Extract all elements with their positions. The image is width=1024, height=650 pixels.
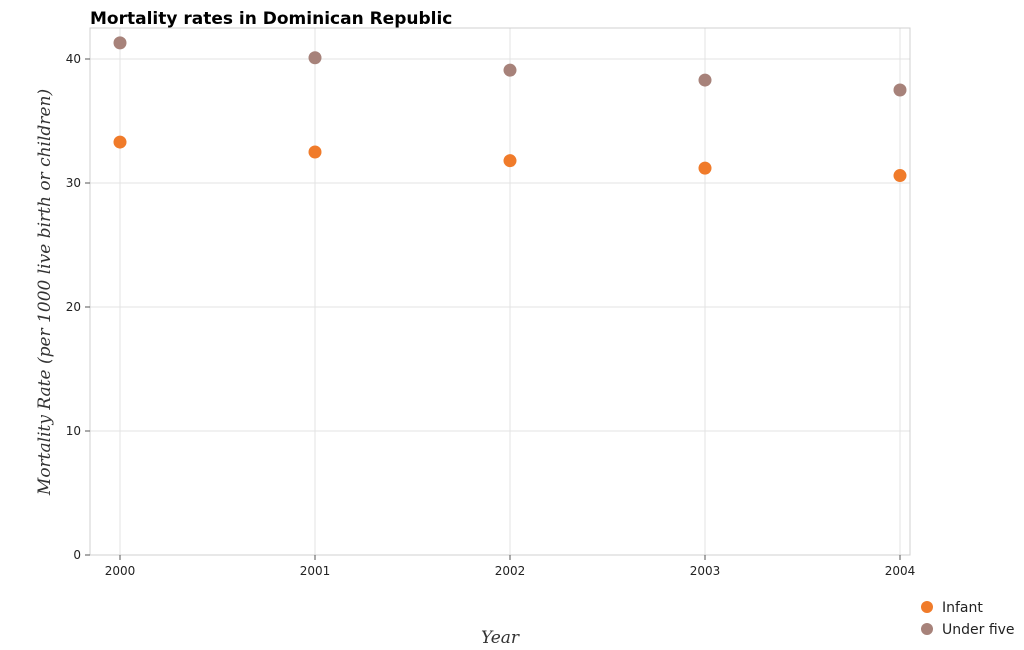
point-infant (503, 154, 517, 168)
y-tick-label: 0 (73, 548, 81, 562)
legend-label-infant: Infant (942, 600, 983, 616)
legend-marker-infant (921, 601, 933, 613)
y-axis-label: Mortality Rate (per 1000 live birth or c… (35, 89, 55, 496)
point-under-five (113, 36, 127, 50)
point-infant (893, 169, 907, 183)
axis-ticks: 0 10 20 30 40 2000 2001 2002 2003 2004 (66, 52, 916, 578)
point-infant (698, 161, 712, 175)
grid-lines (90, 28, 910, 556)
y-tick-label: 10 (66, 424, 81, 438)
point-infant (308, 145, 322, 159)
data-points (113, 36, 907, 183)
y-tick-label: 20 (66, 300, 81, 314)
x-tick-label: 2001 (300, 564, 331, 578)
legend: Infant Under five (921, 600, 1015, 638)
x-axis-label: Year (481, 628, 520, 648)
chart-title: Mortality rates in Dominican Republic (90, 9, 452, 29)
x-tick-label: 2002 (495, 564, 526, 578)
point-under-five (698, 73, 712, 87)
point-under-five (503, 63, 517, 77)
point-under-five (893, 83, 907, 97)
x-tick-label: 2004 (885, 564, 916, 578)
plot-frame (89, 27, 911, 556)
legend-marker-under-five (921, 623, 933, 635)
legend-label-under-five: Under five (942, 622, 1015, 638)
point-under-five (308, 51, 322, 65)
y-tick-label: 30 (66, 176, 81, 190)
y-tick-label: 40 (66, 52, 81, 66)
x-tick-label: 2003 (690, 564, 721, 578)
x-tick-label: 2000 (105, 564, 136, 578)
point-infant (113, 135, 127, 149)
